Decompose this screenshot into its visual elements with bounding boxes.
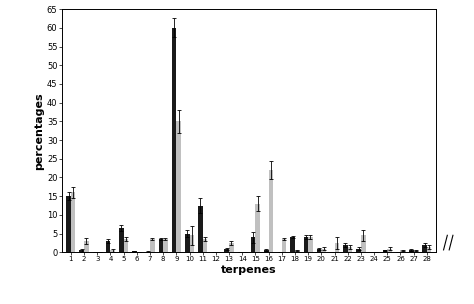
Bar — [71, 192, 75, 252]
Bar — [321, 249, 326, 252]
Bar — [348, 247, 352, 252]
Bar — [251, 237, 255, 252]
Bar — [158, 239, 163, 252]
Bar — [163, 239, 168, 252]
Bar — [356, 249, 361, 252]
Bar — [409, 250, 414, 252]
Bar — [383, 250, 387, 252]
Bar — [110, 250, 115, 252]
Bar — [295, 250, 300, 252]
Bar — [198, 206, 203, 252]
Bar — [172, 28, 176, 252]
Bar — [190, 236, 194, 252]
Bar — [66, 196, 71, 252]
Bar — [335, 243, 339, 252]
Bar — [317, 249, 321, 252]
Bar — [282, 239, 286, 252]
Bar — [80, 250, 84, 252]
Bar — [308, 237, 313, 252]
Bar — [229, 243, 234, 252]
Bar — [225, 249, 229, 252]
Bar — [361, 236, 365, 252]
Bar — [84, 241, 89, 252]
Bar — [203, 239, 207, 252]
Bar — [387, 249, 392, 252]
Bar — [106, 241, 110, 252]
Bar — [291, 237, 295, 252]
Bar — [132, 251, 137, 252]
Bar — [427, 247, 431, 252]
Bar — [119, 228, 124, 252]
Bar — [269, 170, 273, 252]
Y-axis label: percentages: percentages — [34, 92, 44, 170]
Bar — [343, 245, 348, 252]
Bar — [185, 233, 190, 252]
Bar — [401, 250, 405, 252]
Bar — [303, 237, 308, 252]
Bar — [255, 204, 260, 252]
Bar — [176, 121, 181, 252]
Bar — [124, 239, 128, 252]
Bar — [150, 239, 155, 252]
Bar — [414, 250, 418, 252]
Bar — [264, 250, 269, 252]
X-axis label: terpenes: terpenes — [221, 265, 277, 275]
Bar — [422, 245, 427, 252]
